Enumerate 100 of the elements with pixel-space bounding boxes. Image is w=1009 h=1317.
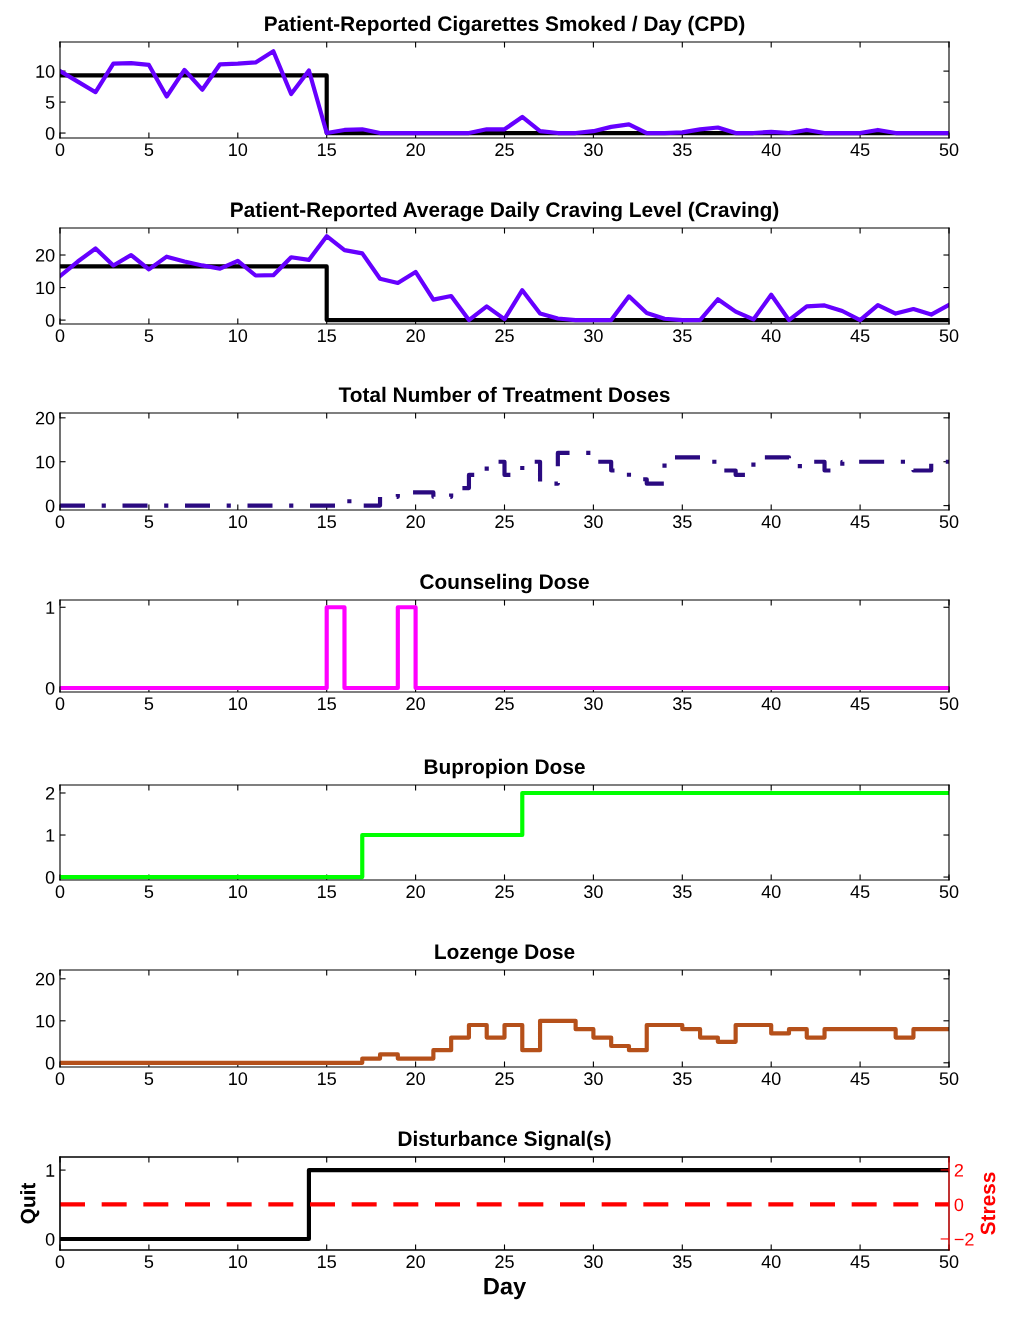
- y-tick-label: 0: [45, 314, 55, 327]
- x-tick-label: 20: [406, 1072, 425, 1086]
- x-tick-label: 25: [495, 1072, 514, 1086]
- x-tick-label: 15: [318, 329, 336, 343]
- x-tick-label: 15: [318, 1255, 336, 1269]
- x-tick-label: 50: [939, 885, 959, 899]
- x-tick-label: 5: [144, 1072, 154, 1086]
- x-tick-label: 25: [495, 697, 514, 711]
- x-tick-label: 30: [584, 515, 603, 529]
- x-tick-label: 40: [761, 885, 781, 899]
- x-tick-label: 35: [672, 329, 692, 343]
- x-tick-label: 30: [584, 697, 603, 711]
- x-tick-label: 25: [495, 329, 514, 343]
- x-tick-label: 10: [229, 329, 248, 343]
- y-tick-label: 20: [35, 972, 55, 986]
- x-tick-label: 5: [144, 885, 154, 899]
- chart-title: Patient-Reported Cigarettes Smoked / Day (CPD): [265, 15, 745, 36]
- y-tick-label: 20: [35, 411, 55, 425]
- y-tick-label: 0: [45, 126, 55, 140]
- x-tick-label: 50: [939, 1255, 959, 1269]
- y-tick-label: 2: [46, 786, 55, 800]
- x-tick-label: 10: [229, 1255, 248, 1269]
- chart-title: Disturbance Signal(s): [398, 1130, 611, 1151]
- x-tick-label: 25: [495, 885, 514, 899]
- y-tick-label: 0: [45, 870, 55, 884]
- x-tick-label: 5: [144, 329, 154, 343]
- x-tick-label: 40: [761, 515, 781, 529]
- y-tick-label: 20: [35, 248, 55, 262]
- y-tick-label: 1: [46, 601, 55, 614]
- x-tick-label: 20: [406, 1255, 425, 1269]
- y-tick-label: 10: [36, 65, 55, 78]
- x-tick-label: 0: [55, 885, 65, 899]
- x-tick-label: 25: [495, 1255, 514, 1269]
- x-tick-label: 30: [584, 1072, 603, 1086]
- x-tick-label: 30: [584, 885, 603, 899]
- x-tick-label: 40: [761, 329, 781, 343]
- x-tick-label: 20: [406, 515, 425, 529]
- chart-title: Total Number of Treatment Doses: [338, 386, 670, 403]
- x-tick-label: 15: [318, 697, 336, 711]
- y2-tick-label: 0: [954, 1198, 964, 1212]
- chart-title: Bupropion Dose: [424, 758, 585, 779]
- x-tick-label: 50: [939, 1072, 959, 1086]
- x-tick-label: 50: [939, 143, 959, 157]
- x-tick-label: 5: [144, 697, 154, 711]
- x-tick-label: 10: [229, 143, 248, 157]
- x-tick-label: 50: [939, 329, 959, 343]
- y-tick-label: 0: [45, 1232, 55, 1246]
- x-tick-label: 45: [850, 1072, 870, 1086]
- y-tick-label: 1: [46, 829, 55, 842]
- x-tick-label: 40: [761, 1072, 781, 1086]
- x-tick-label: 0: [55, 329, 65, 343]
- y-tick-label: 0: [45, 1056, 55, 1070]
- x-tick-label: 10: [229, 885, 248, 899]
- y2-axis-title: Stress: [980, 1172, 996, 1235]
- x-tick-label: 40: [761, 697, 781, 711]
- x-tick-label: 35: [672, 143, 692, 157]
- x-tick-label: 0: [55, 697, 65, 711]
- x-tick-label: 15: [318, 885, 336, 899]
- y-tick-label: 10: [36, 281, 55, 295]
- x-tick-label: 10: [229, 697, 248, 711]
- x-tick-label: 20: [406, 143, 425, 157]
- x-tick-label: 0: [55, 515, 65, 529]
- y-tick-label: 5: [45, 96, 55, 109]
- x-tick-label: 35: [672, 515, 692, 529]
- chart-title: Patient-Reported Average Daily Craving Level (Craving): [231, 201, 779, 222]
- y-tick-label: 0: [45, 681, 55, 695]
- y2-tick-label: 2: [954, 1163, 963, 1177]
- x-tick-label: 35: [672, 1072, 692, 1086]
- x-tick-label: 40: [761, 1255, 781, 1269]
- x-tick-label: 30: [584, 143, 603, 157]
- x-tick-label: 10: [229, 1072, 248, 1086]
- x-tick-label: 5: [144, 143, 154, 157]
- y-tick-label: 10: [36, 1014, 55, 1028]
- y-tick-label: 0: [45, 499, 55, 513]
- x-tick-label: 15: [318, 143, 336, 157]
- x-tick-label: 15: [318, 515, 336, 529]
- x-tick-label: 35: [672, 1255, 692, 1269]
- x-tick-label: 10: [229, 515, 248, 529]
- x-axis-title: Day: [484, 1278, 527, 1300]
- x-tick-label: 45: [850, 885, 870, 899]
- x-tick-label: 50: [939, 515, 959, 529]
- x-tick-label: 15: [318, 1072, 336, 1086]
- x-tick-label: 45: [850, 329, 870, 343]
- x-tick-label: 20: [406, 329, 425, 343]
- x-tick-label: 5: [144, 515, 154, 529]
- x-tick-label: 20: [406, 697, 425, 711]
- x-tick-label: 35: [672, 885, 692, 899]
- x-tick-label: 45: [850, 697, 870, 711]
- chart-title: Lozenge Dose: [435, 944, 575, 964]
- x-tick-label: 0: [55, 143, 65, 157]
- y-tick-label: 1: [46, 1164, 55, 1177]
- y-axis-title: Quit: [20, 1182, 40, 1224]
- x-tick-label: 30: [584, 1255, 603, 1269]
- x-tick-label: 45: [850, 143, 870, 157]
- x-tick-label: 5: [144, 1255, 154, 1269]
- y2-tick-label: −2: [954, 1232, 974, 1246]
- x-tick-label: 50: [939, 697, 959, 711]
- x-tick-label: 25: [495, 515, 514, 529]
- x-tick-label: 45: [850, 1255, 870, 1269]
- chart-title: Counseling Dose: [420, 573, 589, 594]
